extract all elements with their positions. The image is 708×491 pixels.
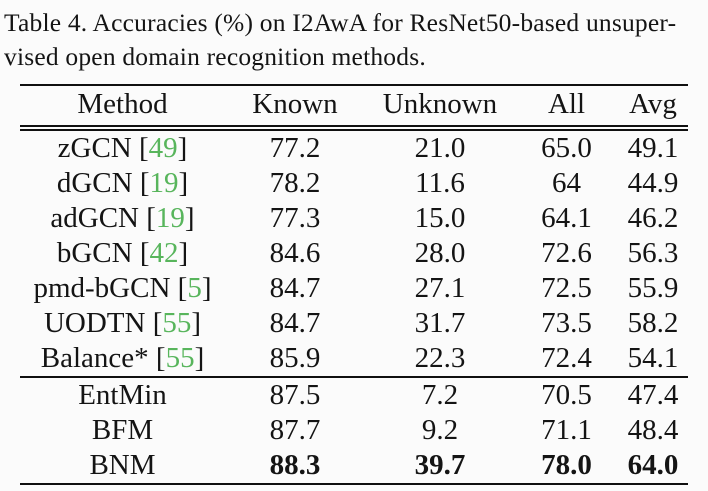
table-row: adGCN [19] 77.3 15.0 64.1 46.2 — [20, 201, 688, 236]
avg-value: 44.9 — [627, 166, 679, 199]
all-value: 65.0 — [541, 131, 592, 164]
citation-bracket: [42] — [139, 236, 189, 269]
unknown-value: 27.1 — [414, 271, 466, 304]
unknown-value: 22.3 — [414, 341, 466, 374]
citation-bracket: [55] — [155, 341, 205, 374]
avg-value: 46.2 — [627, 201, 679, 234]
method-name: EntMin — [78, 378, 167, 411]
unknown-value: 15.0 — [414, 201, 466, 234]
results-table: Method Known Unknown All Avg zGCN [49] 7… — [20, 83, 688, 485]
method-name: BNM — [89, 448, 156, 481]
method-cell: BFM — [20, 413, 225, 448]
citation-bracket: [19] — [139, 166, 189, 199]
method-name: dGCN — [56, 166, 133, 199]
table-row: dGCN [19] 78.2 11.6 64 44.9 — [20, 166, 688, 201]
avg-value: 47.4 — [618, 375, 688, 413]
citation-link[interactable]: 55 — [162, 306, 192, 339]
known-value: 77.2 — [269, 131, 321, 164]
unknown-value: 28.0 — [414, 236, 466, 269]
table-row: bGCN [42] 84.6 28.0 72.6 56.3 — [20, 236, 688, 271]
known-value: 84.7 — [269, 271, 321, 304]
method-cell: EntMin — [20, 375, 225, 413]
method-name: adGCN — [50, 201, 139, 234]
method-cell: bGCN [42] — [20, 236, 225, 271]
all-value: 64.1 — [541, 201, 592, 234]
all-value: 64 — [552, 166, 581, 199]
col-header-unknown: Unknown — [365, 83, 515, 131]
known-value: 88.3 — [225, 447, 365, 485]
method-name: zGCN — [57, 131, 132, 164]
known-value: 84.6 — [269, 236, 321, 269]
unknown-value: 39.7 — [365, 447, 515, 485]
citation-bracket: [5] — [177, 271, 212, 304]
known-value: 87.7 — [269, 413, 321, 446]
citation-bracket: [55] — [152, 306, 202, 339]
all-value: 78.0 — [515, 447, 618, 485]
avg-value: 55.9 — [627, 271, 679, 304]
unknown-value: 11.6 — [415, 166, 465, 199]
method-name: bGCN — [56, 236, 133, 269]
avg-value: 48.4 — [627, 413, 679, 446]
known-value: 85.9 — [269, 341, 321, 374]
citation-link[interactable]: 19 — [149, 166, 179, 199]
unknown-value: 9.2 — [421, 413, 459, 446]
avg-value: 64.0 — [618, 447, 688, 485]
table-row: EntMin 87.5 7.2 70.5 47.4 — [20, 375, 688, 413]
method-name: BFM — [91, 413, 154, 446]
table-caption: Table 4. Accuracies (%) on I2AwA for Res… — [0, 0, 708, 74]
unknown-value: 31.7 — [414, 306, 466, 339]
citation-link[interactable]: 55 — [165, 341, 195, 374]
known-value: 84.7 — [269, 306, 321, 339]
col-header-method: Method — [20, 83, 225, 131]
citation-link[interactable]: 42 — [149, 236, 179, 269]
avg-value: 58.2 — [627, 306, 679, 339]
known-value: 77.3 — [269, 201, 321, 234]
col-header-all: All — [515, 83, 618, 131]
all-value: 72.5 — [541, 271, 592, 304]
known-value: 87.5 — [225, 375, 365, 413]
method-cell: zGCN [49] — [20, 128, 225, 166]
avg-value: 49.1 — [627, 131, 679, 164]
avg-value: 56.3 — [627, 236, 679, 269]
unknown-value: 7.2 — [365, 375, 515, 413]
method-cell: Balance* [55] — [20, 341, 225, 377]
header-row: Method Known Unknown All Avg — [20, 83, 688, 131]
caption-line-2: vised open domain recognition methods. — [4, 41, 426, 71]
avg-value: 54.1 — [627, 341, 679, 374]
method-name: pmd-bGCN — [33, 271, 171, 304]
table-row: zGCN [49] 77.2 21.0 65.0 49.1 — [20, 128, 688, 166]
citation-bracket: [49] — [139, 131, 188, 164]
all-value: 70.5 — [515, 375, 618, 413]
method-cell: dGCN [19] — [20, 166, 225, 201]
method-cell: adGCN [19] — [20, 201, 225, 236]
col-header-avg: Avg — [618, 83, 688, 131]
all-value: 73.5 — [541, 306, 592, 339]
citation-link[interactable]: 49 — [148, 131, 178, 164]
col-header-known: Known — [225, 83, 365, 131]
method-name: UODTN — [43, 306, 146, 339]
table-row: UODTN [55] 84.7 31.7 73.5 58.2 — [20, 306, 688, 341]
all-value: 71.1 — [541, 413, 592, 446]
method-cell: BNM — [20, 447, 225, 485]
unknown-value: 21.0 — [414, 131, 466, 164]
method-name: Balance* — [40, 341, 149, 374]
citation-bracket: [19] — [146, 201, 195, 234]
table-row: BNM 88.3 39.7 78.0 64.0 — [20, 447, 688, 485]
citation-link[interactable]: 5 — [187, 271, 202, 304]
method-cell: pmd-bGCN [5] — [20, 271, 225, 306]
table-row: Balance* [55] 85.9 22.3 72.4 54.1 — [20, 341, 688, 377]
method-cell: UODTN [55] — [20, 306, 225, 341]
all-value: 72.4 — [541, 341, 592, 374]
table-row: pmd-bGCN [5] 84.7 27.1 72.5 55.9 — [20, 271, 688, 306]
known-value: 78.2 — [269, 166, 321, 199]
caption-line-1: Table 4. Accuracies (%) on I2AwA for Res… — [4, 8, 677, 37]
all-value: 72.6 — [541, 236, 592, 269]
table-row: BFM 87.7 9.2 71.1 48.4 — [20, 413, 688, 448]
citation-link[interactable]: 19 — [155, 201, 185, 234]
